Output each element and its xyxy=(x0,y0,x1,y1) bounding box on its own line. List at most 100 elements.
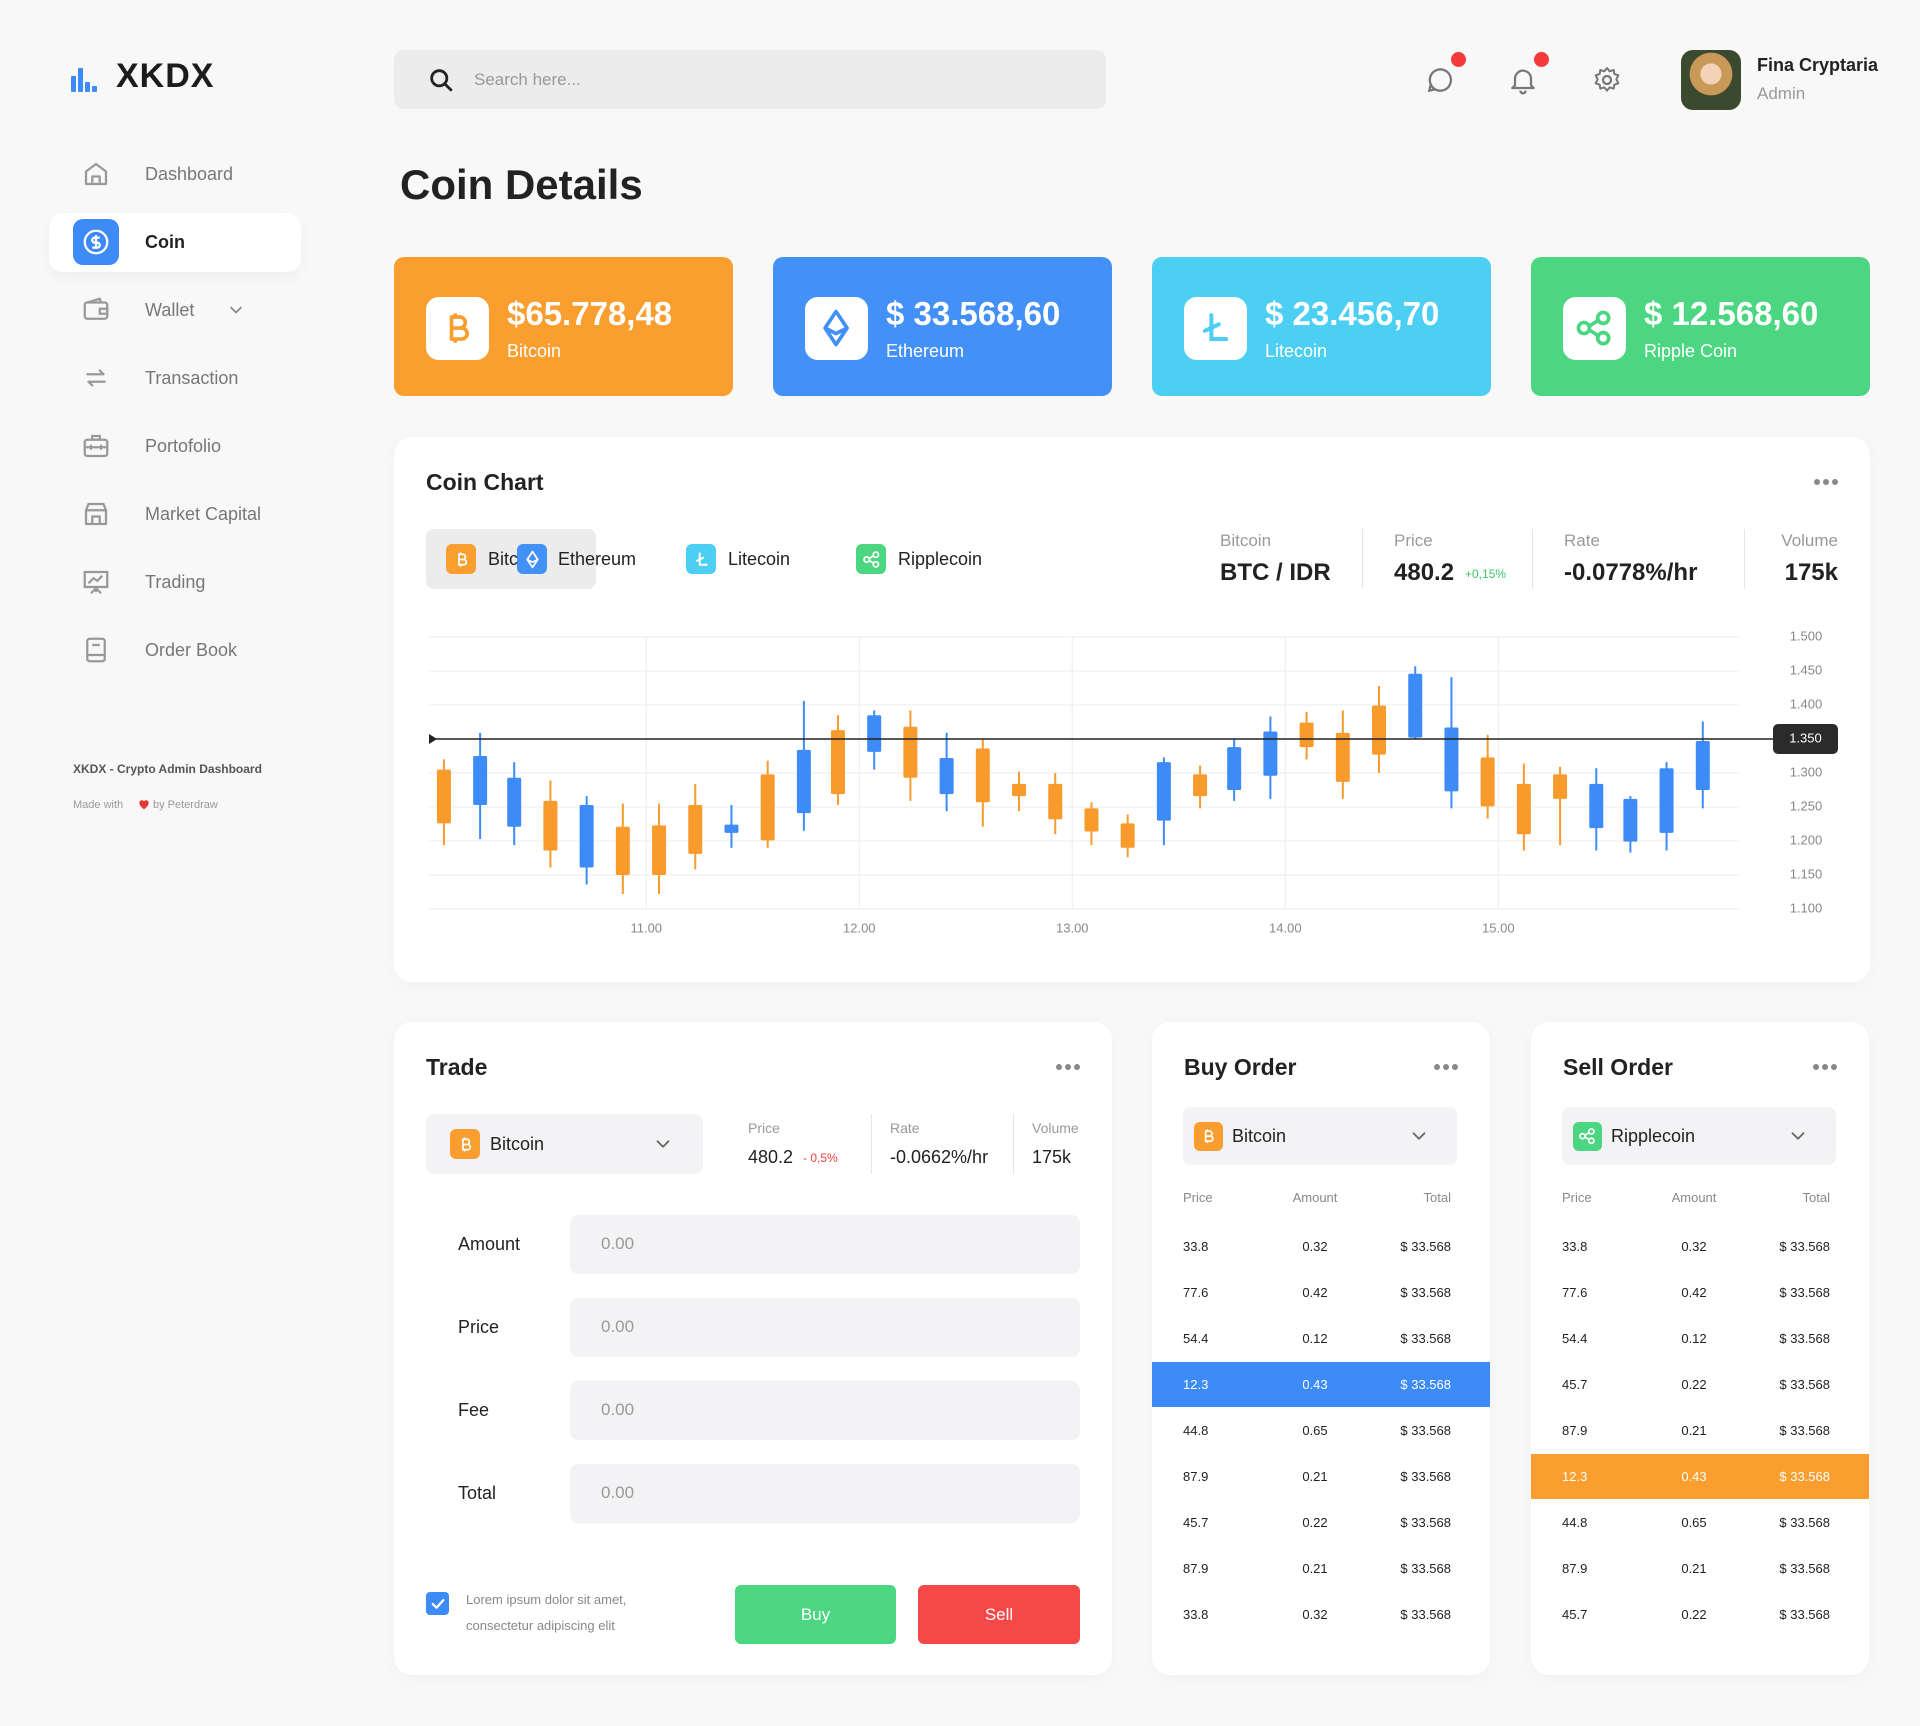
search-bar[interactable] xyxy=(394,50,1106,109)
coin-card[interactable]: $ 33.568,60 Ethereum xyxy=(773,257,1112,396)
icon-part xyxy=(1587,1127,1595,1135)
y-tick-label: 1.200 xyxy=(1790,832,1823,847)
order-cell: 77.6 xyxy=(1562,1285,1588,1300)
menu-item[interactable]: Wallet xyxy=(145,299,195,320)
icon-part xyxy=(1576,320,1592,336)
icon-part xyxy=(431,1598,444,1609)
icon-part xyxy=(1584,1131,1590,1141)
order-cell: $ 33.568 xyxy=(1779,1515,1830,1530)
candle-body xyxy=(652,825,667,875)
candle-body xyxy=(1372,705,1387,755)
order-cell: 0.22 xyxy=(1302,1515,1328,1530)
column-header: Amount xyxy=(1671,1190,1717,1205)
stat-label: Volume xyxy=(1781,531,1838,550)
menu-item[interactable]: Portofolio xyxy=(145,435,222,456)
coin-select-value: Bitcoin xyxy=(1232,1125,1287,1146)
field-input[interactable] xyxy=(570,1381,1080,1440)
x-tick-label: 14.00 xyxy=(1269,920,1302,935)
icon-part xyxy=(871,560,879,568)
order-panel: Buy Order Bitcoin Price Amount Total 33.8 0.32… xyxy=(1152,1022,1490,1675)
menu-item[interactable]: Transaction xyxy=(145,367,239,388)
candle-body xyxy=(1156,762,1171,821)
panel-title: Coin Chart xyxy=(426,469,544,495)
coin-badge xyxy=(1562,296,1626,360)
icon-btc xyxy=(449,313,469,343)
icon-part xyxy=(871,550,879,558)
icon-part xyxy=(87,574,104,595)
field-placeholder: 0.00 xyxy=(601,1317,635,1336)
icon-part xyxy=(1412,1132,1426,1140)
field-input[interactable] xyxy=(570,1215,1080,1274)
order-cell: 0.43 xyxy=(1302,1377,1328,1392)
order-cell: $ 33.568 xyxy=(1779,1377,1830,1392)
panel-title: Buy Order xyxy=(1184,1054,1297,1080)
menu-dot xyxy=(1822,1064,1828,1070)
coin-card-name: Bitcoin xyxy=(507,340,562,361)
coin-card[interactable]: $ 23.456,70 Litecoin xyxy=(1152,257,1491,396)
icon-part xyxy=(823,309,849,347)
coin-card-name: Ethereum xyxy=(886,340,965,361)
order-cell: $ 33.568 xyxy=(1779,1331,1830,1346)
avatar[interactable] xyxy=(1681,50,1741,110)
coin-card[interactable]: $ 12.568,60 Ripple Coin xyxy=(1531,257,1870,396)
order-cell: 87.9 xyxy=(1183,1469,1209,1484)
coin-select-value: Ripplecoin xyxy=(1611,1125,1696,1146)
icon-part xyxy=(525,550,539,568)
candle-body xyxy=(830,730,845,795)
stat-label: Rate xyxy=(1564,531,1600,550)
coin-badge xyxy=(804,296,868,360)
order-cell: 0.21 xyxy=(1302,1469,1328,1484)
highlight-row xyxy=(1531,1454,1869,1499)
order-cell: 45.7 xyxy=(1183,1515,1209,1530)
menu-item[interactable]: Trading xyxy=(145,571,206,592)
stat-separator xyxy=(1532,529,1533,589)
order-cell: 33.8 xyxy=(1183,1239,1209,1254)
icon-part xyxy=(461,1137,471,1151)
icon-part xyxy=(230,306,242,314)
y-tick-label: 1.150 xyxy=(1790,866,1823,881)
menu-item[interactable]: Market Capital xyxy=(145,503,262,524)
field-input[interactable] xyxy=(570,1464,1080,1523)
icon-part xyxy=(430,69,449,88)
coin-select[interactable] xyxy=(1562,1107,1836,1165)
menu-item[interactable]: Dashboard xyxy=(145,163,234,184)
field-label: Amount xyxy=(458,1233,521,1254)
menu-dot xyxy=(1434,1064,1440,1070)
coin-tab[interactable]: Ripplecoin xyxy=(898,548,983,569)
order-cell: 0.12 xyxy=(1302,1331,1328,1346)
menu-dot xyxy=(1831,1064,1837,1070)
buy-button[interactable]: Buy xyxy=(735,1585,896,1644)
coin-tab[interactable]: Litecoin xyxy=(728,548,791,569)
coin-select-value: Bitcoin xyxy=(490,1133,545,1154)
candle-body xyxy=(507,777,522,827)
candle-body xyxy=(579,804,594,868)
icon-bell xyxy=(1511,69,1535,95)
icon-btc xyxy=(461,1137,471,1151)
stat-value: -0.0778%/hr xyxy=(1564,559,1698,586)
icon-board xyxy=(83,570,109,595)
icon-part xyxy=(91,235,101,249)
order-cell: 0.65 xyxy=(1681,1515,1707,1530)
icon-store xyxy=(84,502,108,526)
candle-body xyxy=(796,749,811,814)
icon-chev xyxy=(1412,1132,1426,1140)
field-label: Fee xyxy=(458,1399,490,1420)
menu-item[interactable]: Coin xyxy=(145,231,185,252)
stat-value: BTC / IDR xyxy=(1220,559,1331,586)
icon-chev xyxy=(656,1140,670,1148)
field-input[interactable] xyxy=(570,1298,1080,1357)
candle-body xyxy=(1695,741,1710,790)
candle-body xyxy=(1444,727,1459,792)
order-cell: $ 33.568 xyxy=(1400,1239,1451,1254)
icon-part xyxy=(86,637,106,663)
icon-eth xyxy=(823,309,849,347)
icon-ltc xyxy=(1202,313,1229,342)
menu-item[interactable]: Order Book xyxy=(145,639,238,660)
order-cell: $ 33.568 xyxy=(1779,1239,1830,1254)
coin-tab[interactable]: Ethereum xyxy=(558,548,637,569)
sell-button[interactable]: Sell xyxy=(918,1585,1080,1644)
coin-card[interactable]: $65.778,48 Bitcoin xyxy=(394,257,733,396)
coin-select[interactable] xyxy=(1183,1107,1457,1165)
checkbox[interactable] xyxy=(426,1592,449,1615)
